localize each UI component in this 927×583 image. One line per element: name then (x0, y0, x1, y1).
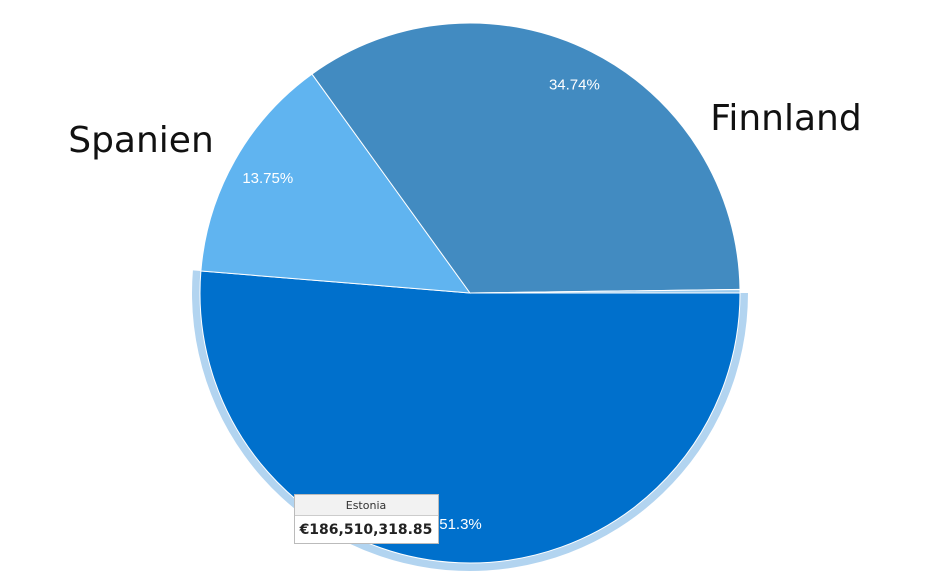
category-label: Spanien (68, 120, 214, 161)
pie (192, 22, 748, 571)
slice (469, 288, 741, 294)
slice (199, 270, 741, 564)
tooltip-title: Estonia (346, 499, 387, 512)
tooltip-value: €186,510,318.85 (299, 522, 433, 538)
slice (200, 73, 472, 294)
category-label: Finnland (710, 98, 861, 139)
tooltip-header (295, 495, 438, 515)
value-label: 34.74% (549, 77, 600, 94)
tooltip: Estonia €186,510,318.85 (294, 494, 439, 544)
value-label: 51.3% (439, 516, 482, 533)
value-label: 13.75% (242, 170, 293, 187)
slice (311, 22, 741, 294)
